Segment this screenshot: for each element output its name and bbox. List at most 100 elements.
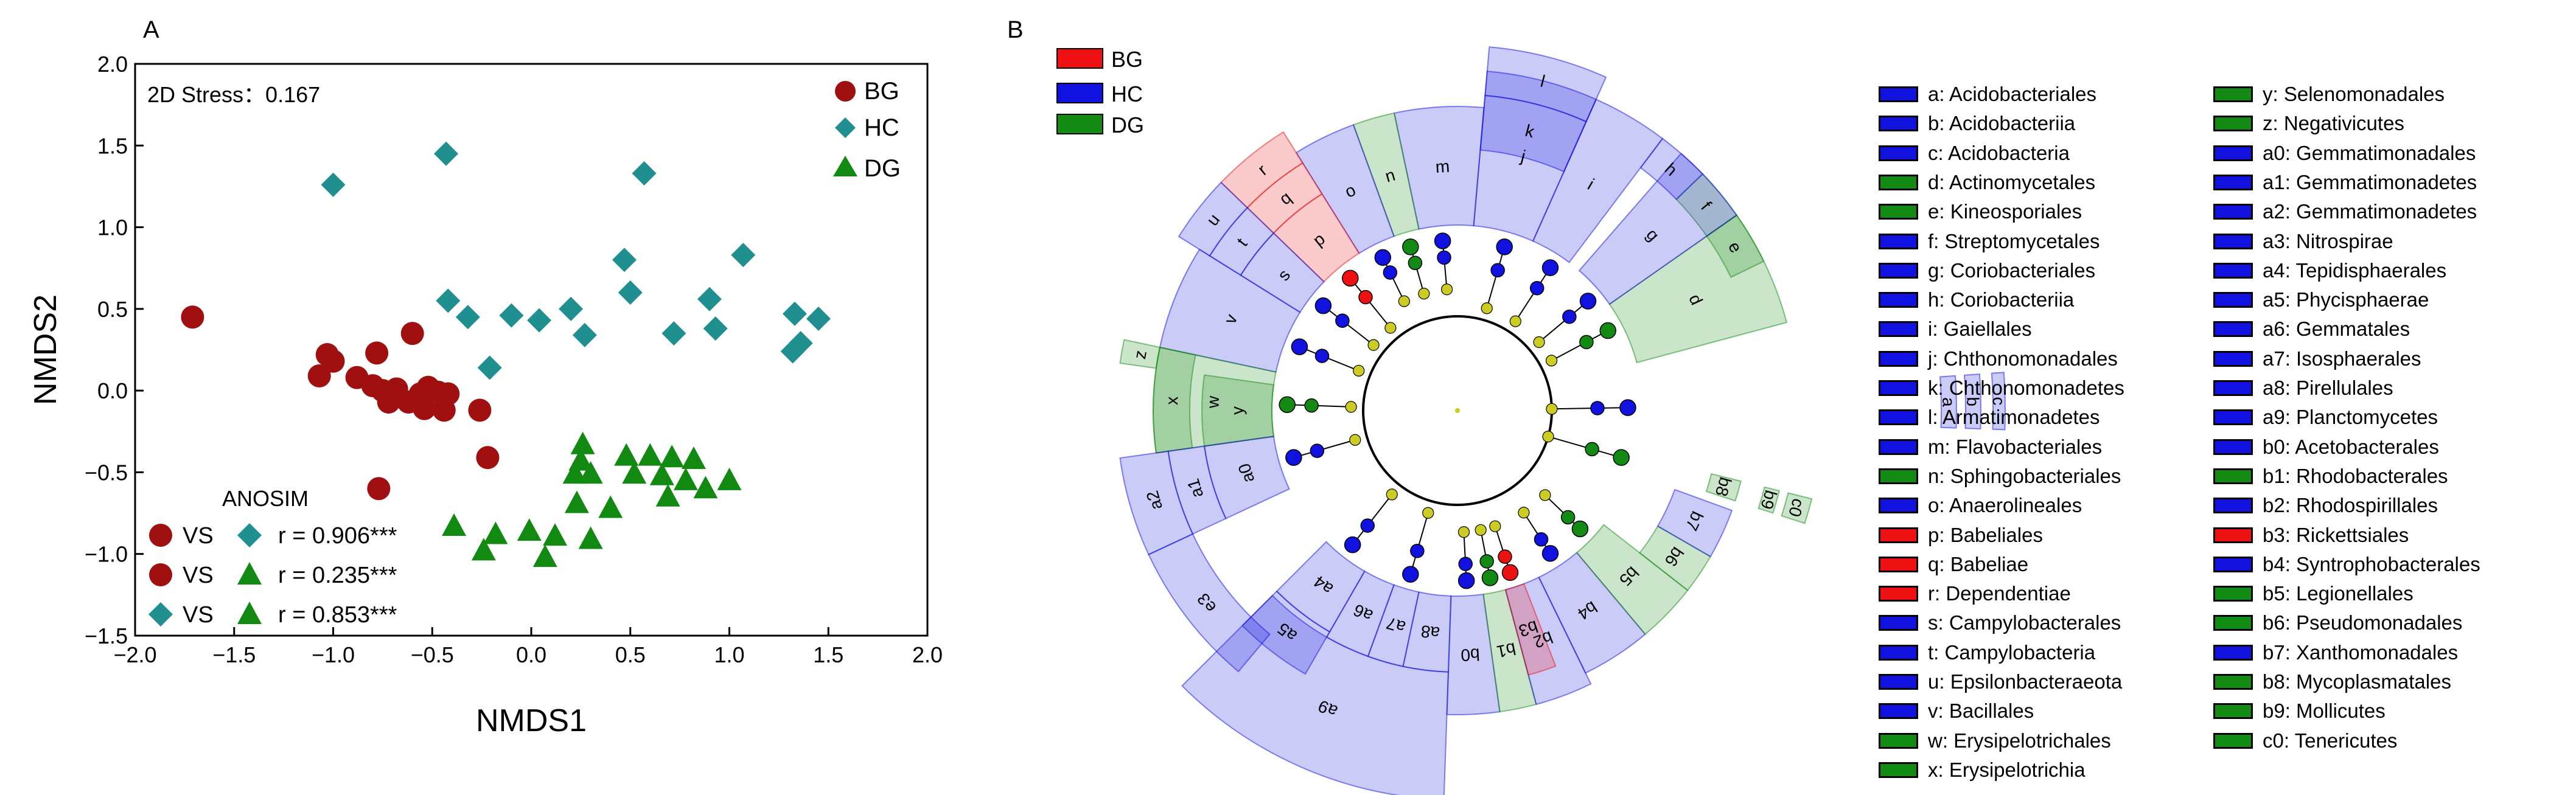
taxa-label: r: Dependentiae: [1928, 582, 2071, 605]
taxa-label: a4: Tepidisphaerales: [2263, 259, 2447, 282]
taxa-swatch: [1879, 233, 1918, 249]
point-bg: [367, 477, 391, 501]
legend-bg-marker: [835, 81, 856, 102]
node-hc: [1490, 263, 1505, 278]
taxa-label: l: Armatimonadetes: [1928, 406, 2100, 429]
taxa-label: k: Chthonomonadetes: [1928, 377, 2124, 399]
point-dg: [681, 446, 706, 469]
anosim-r-value: r = 0.906***: [278, 523, 397, 549]
legend-dg-marker: [833, 156, 857, 176]
taxa-label: p: Babeliales: [1928, 523, 2043, 546]
point-dg: [673, 467, 698, 490]
taxa-label: h: Coriobacteriia: [1928, 288, 2075, 311]
point-hc: [455, 305, 480, 330]
panel-a-label: A: [143, 16, 159, 43]
point-dg: [614, 443, 639, 466]
branch-line: [1322, 305, 1374, 346]
node-hc: [1434, 232, 1451, 249]
taxa-label: a9: Planctomycetes: [2263, 406, 2438, 429]
taxa-legend-item: b1: Rhodobacterales: [2213, 464, 2448, 488]
node-hc: [1310, 443, 1325, 458]
node-neutral: [1475, 524, 1487, 536]
taxa-label: a1: Gemmatimonadetes: [2263, 170, 2477, 193]
x-tick-label: 0.5: [615, 642, 646, 667]
branch-line: [1486, 246, 1506, 309]
taxa-swatch: [1879, 468, 1918, 484]
point-bg: [365, 341, 389, 365]
y-tick-label: 2.0: [97, 52, 128, 77]
taxa-label: b8: Mycoplasmatales: [2263, 670, 2451, 693]
node-hc: [1374, 249, 1392, 266]
node-bg: [1358, 290, 1373, 305]
point-dg: [649, 462, 674, 485]
branch-line: [1538, 300, 1589, 343]
anosim-r-value: r = 0.853***: [278, 602, 397, 628]
group-legend-b: BG HC DG: [1056, 47, 1144, 137]
point-bg: [321, 349, 345, 373]
taxa-swatch: [2213, 732, 2253, 749]
taxa-swatch: [2213, 233, 2253, 249]
node-neutral: [1546, 403, 1558, 415]
taxa-legend-item: b3: Rickettsiales: [2213, 523, 2409, 547]
taxa-legend-item: b0: Acetobacterales: [2213, 435, 2439, 459]
branch-line: [1551, 407, 1628, 410]
clade-g: [1578, 152, 1738, 305]
point-dg: [532, 544, 557, 568]
clade-b3: [1504, 583, 1557, 676]
taxa-label: u: Epsilonbacteraeota: [1928, 670, 2123, 693]
clade-letter: c: [1989, 397, 2008, 406]
clade-a9: [1181, 594, 1450, 795]
node-bg: [1498, 549, 1512, 564]
taxa-label: a5: Phycisphaerae: [2263, 288, 2429, 311]
legend-b-bg-swatch: [1056, 48, 1103, 69]
taxa-label: b0: Acetobacterales: [2263, 435, 2439, 458]
taxa-legend-item: b7: Xanthomonadales: [2213, 641, 2458, 665]
taxa-label: a: Acidobacteriales: [1928, 83, 2097, 105]
taxa-swatch: [1879, 116, 1918, 132]
taxa-swatch: [1879, 380, 1918, 396]
node-dg: [1585, 442, 1599, 457]
point-bg: [476, 446, 500, 470]
taxa-legend-item: p: Babeliales: [1879, 523, 2043, 547]
taxa-label: b5: Legionellales: [2263, 582, 2414, 605]
node-neutral: [1533, 336, 1545, 349]
taxa-legend-item: r: Dependentiae: [1879, 581, 2071, 606]
node-neutral: [1509, 315, 1521, 327]
taxa-swatch: [1879, 86, 1918, 102]
node-dg: [1599, 322, 1616, 339]
node-hc: [1410, 543, 1425, 558]
node-hc: [1402, 566, 1419, 583]
clade-c: [1991, 372, 2006, 431]
taxa-swatch: [2213, 439, 2253, 455]
clade-l: [1484, 46, 1607, 123]
taxa-swatch: [1879, 409, 1918, 426]
taxa-label: a6: Gemmatales: [2263, 318, 2410, 341]
node-hc: [1383, 265, 1398, 280]
taxa-legend-item: v: Bacillales: [1879, 699, 2034, 723]
node-neutral: [1349, 434, 1361, 446]
x-tick-label: −1.0: [312, 642, 355, 667]
legend-b-dg-swatch: [1056, 114, 1103, 134]
taxa-swatch: [1879, 439, 1918, 455]
branch-line: [1293, 439, 1356, 459]
taxa-legend-item: a: Acidobacteriales: [1879, 82, 2096, 106]
node-dg: [1481, 569, 1499, 586]
taxa-swatch: [1879, 145, 1918, 161]
clade-letter: w: [1203, 395, 1223, 409]
node-hc: [1496, 238, 1513, 255]
point-dg: [622, 461, 647, 484]
node-dg: [1479, 554, 1494, 569]
taxa-legend-item: j: Chthonomonadales: [1879, 347, 2118, 371]
point-hc: [527, 308, 552, 333]
taxa-swatch: [1879, 262, 1918, 279]
point-dg: [471, 538, 496, 561]
clade-letter: b: [1963, 397, 1982, 406]
legend-b-bg-label: BG: [1111, 47, 1143, 72]
node-neutral: [1353, 364, 1365, 377]
node-hc: [1541, 545, 1559, 562]
taxa-swatch: [2213, 174, 2253, 190]
node-neutral: [1398, 295, 1410, 307]
x-tick-label: 1.5: [813, 642, 843, 667]
clade-letter: y: [1228, 406, 1247, 415]
taxa-label: a8: Pirellulales: [2263, 377, 2393, 399]
